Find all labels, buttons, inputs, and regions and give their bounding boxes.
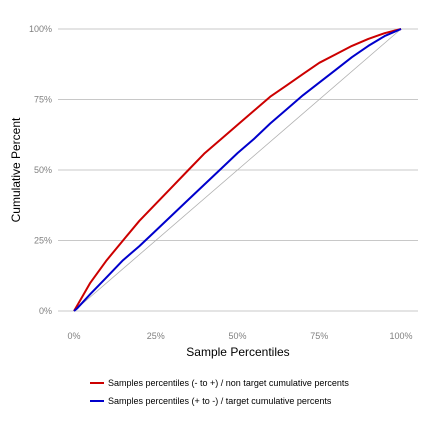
x-tick-label-2: 50% — [228, 331, 246, 341]
y-tick-label-1: 25% — [34, 236, 52, 246]
y-axis-tick-labels: 0% 25% 50% 75% 100% — [29, 24, 52, 316]
x-axis-title: Sample Percentiles — [186, 345, 289, 359]
series-line-2 — [73, 28, 402, 312]
legend-label-series-1: Samples percentiles (- to +) / non targe… — [108, 378, 349, 388]
y-axis-title: Cumulative Percent — [9, 117, 23, 222]
legend: Samples percentiles (- to +) / non targe… — [90, 378, 349, 406]
x-tick-label-1: 25% — [147, 331, 165, 341]
x-tick-label-4: 100% — [389, 331, 412, 341]
y-tick-label-2: 50% — [34, 165, 52, 175]
x-tick-label-3: 75% — [310, 331, 328, 341]
x-axis-tick-labels: 0% 25% 50% 75% 100% — [67, 331, 412, 341]
x-tick-label-0: 0% — [67, 331, 80, 341]
series-lines — [73, 28, 402, 312]
y-tick-label-4: 100% — [29, 24, 52, 34]
reference-diagonal — [73, 28, 402, 312]
reference-line — [73, 28, 402, 312]
series-line-1 — [73, 28, 402, 312]
legend-label-series-2: Samples percentiles (+ to -) / target cu… — [108, 396, 332, 406]
y-tick-label-3: 75% — [34, 95, 52, 105]
y-tick-label-0: 0% — [39, 306, 52, 316]
